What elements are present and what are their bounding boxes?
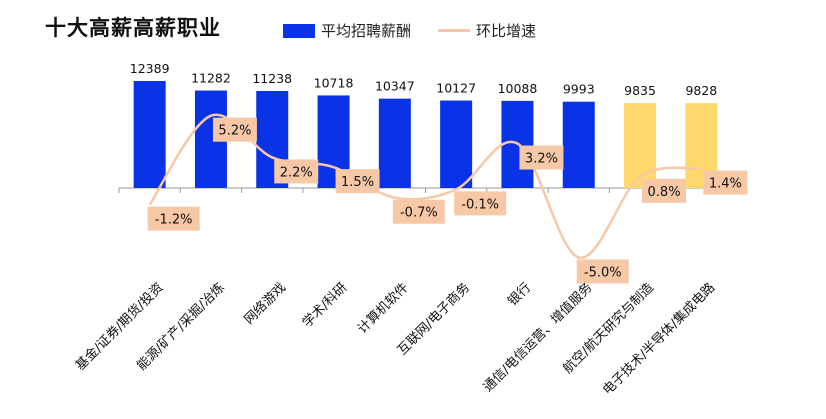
bar [378,98,411,188]
x-tick-label: 计算机软件 [355,280,412,337]
x-tick-label: 网络游戏 [241,280,289,328]
legend-item-salary: 平均招聘薪酬 [283,20,411,41]
bar-value-label: 10127 [436,81,476,96]
growth-value-label: -0.7% [400,206,438,221]
growth-label-box [335,169,380,194]
growth-value-label: 5.2% [218,124,251,139]
bar-value-label: 10718 [314,75,354,90]
bar-value-label: 12389 [130,61,170,76]
legend-label-growth: 环比增速 [476,22,537,40]
bar [562,101,595,188]
bar-value-label: 11282 [191,71,231,86]
growth-value-label: -1.2% [155,213,193,228]
legend-swatch-line [438,29,470,32]
bar [624,103,657,188]
growth-label-box [519,145,564,170]
growth-value-label: 1.4% [709,177,742,192]
legend-label-salary: 平均招聘薪酬 [321,22,412,40]
growth-label-box [212,117,257,142]
growth-label-box [392,199,445,224]
growth-value-label: -5.0% [584,266,622,281]
x-tick-label: 电子技术/半导体/集成电路 [600,280,719,399]
bar-value-label: 11238 [252,71,292,86]
chart-title: 十大高薪高薪职业 [45,16,221,40]
growth-value-label: 2.2% [280,165,313,180]
growth-value-label: 0.8% [648,185,681,200]
x-tick-label: 学术/科研 [299,280,350,331]
bar-value-label: 9828 [685,83,717,98]
x-tick-label: 通信/电信运营、增值服务 [480,280,596,396]
bar [133,81,166,188]
growth-label-box [703,170,748,195]
bar-value-label: 10347 [375,79,415,94]
growth-value-label: 1.5% [341,175,374,190]
growth-label-box [576,259,629,284]
growth-label-box [274,159,319,184]
bar-value-label: 9835 [624,83,656,98]
bar-value-label: 9993 [563,82,595,97]
legend-swatch-bar [283,23,315,38]
growth-label-box [454,191,507,216]
growth-label-box [642,178,687,203]
growth-label-box [147,206,200,231]
growth-value-label: -0.1% [461,197,499,212]
bar-value-label: 10088 [498,81,538,96]
legend-item-growth: 环比增速 [438,20,536,41]
x-tick-label: 银行 [505,280,534,309]
bar [440,100,473,188]
growth-value-label: 3.2% [525,152,558,167]
